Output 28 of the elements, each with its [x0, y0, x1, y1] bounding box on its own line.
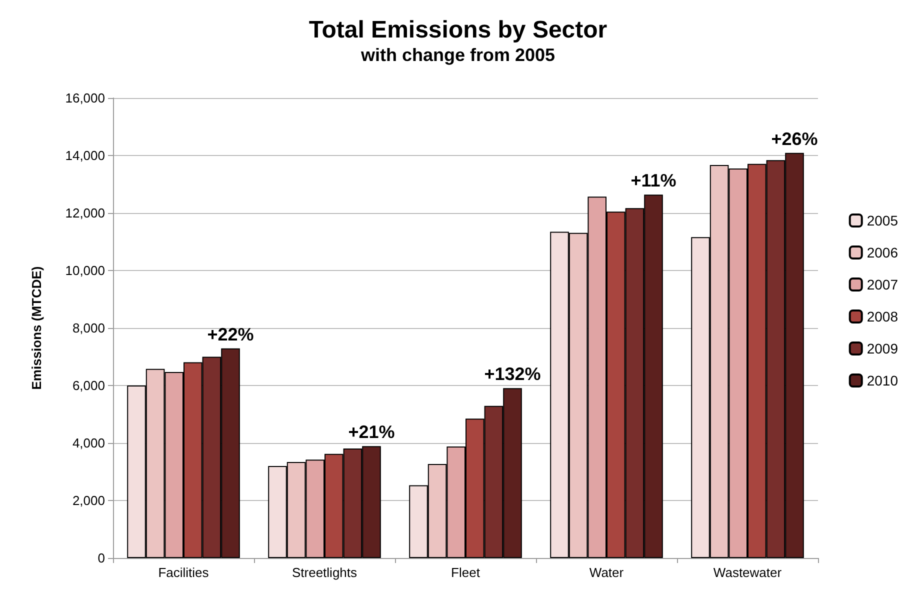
annotation: +11% — [630, 170, 676, 191]
y-tick-label: 2,000 — [72, 493, 105, 508]
x-tick-label: Facilities — [158, 565, 210, 580]
annotation: +22% — [207, 324, 254, 344]
chart-subtitle: with change from 2005 — [360, 45, 556, 65]
y-tick-label: 10,000 — [65, 263, 105, 278]
y-tick-label: 6,000 — [72, 378, 105, 393]
legend-label: 2007 — [866, 276, 898, 292]
y-axis-title: Emissions (MTCDE) — [29, 266, 44, 390]
y-tick-label: 0 — [98, 550, 105, 566]
legend-label: 2005 — [866, 212, 898, 228]
x-tick-label: Water — [589, 565, 624, 580]
y-tick-label: 12,000 — [65, 206, 105, 220]
x-tick-label: Wastewater — [713, 565, 782, 580]
y-tick-label: 16,000 — [65, 90, 105, 106]
annotation: +21% — [348, 422, 395, 442]
legend-label: 2010 — [866, 372, 898, 388]
y-tick-label: 4,000 — [72, 436, 105, 450]
x-tick-label: Streetlights — [292, 565, 358, 580]
annotation: +26% — [771, 128, 818, 149]
legend-label: 2006 — [866, 244, 898, 260]
legend-label: 2009 — [866, 340, 898, 356]
y-tick-label: 8,000 — [72, 320, 105, 336]
chart-title: Total Emissions by Sector — [308, 16, 608, 44]
x-tick-label: Fleet — [451, 565, 480, 580]
annotation: +132% — [484, 364, 541, 384]
legend-label: 2008 — [866, 308, 898, 324]
y-tick-label: 14,000 — [65, 148, 105, 163]
